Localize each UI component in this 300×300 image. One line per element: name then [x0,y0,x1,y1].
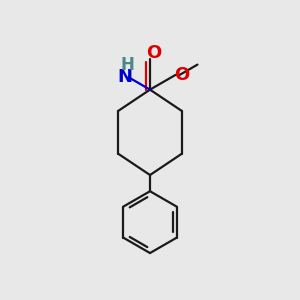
Text: O: O [174,66,190,84]
Text: O: O [146,44,161,62]
Text: N: N [117,68,132,86]
Text: H: H [121,56,135,74]
